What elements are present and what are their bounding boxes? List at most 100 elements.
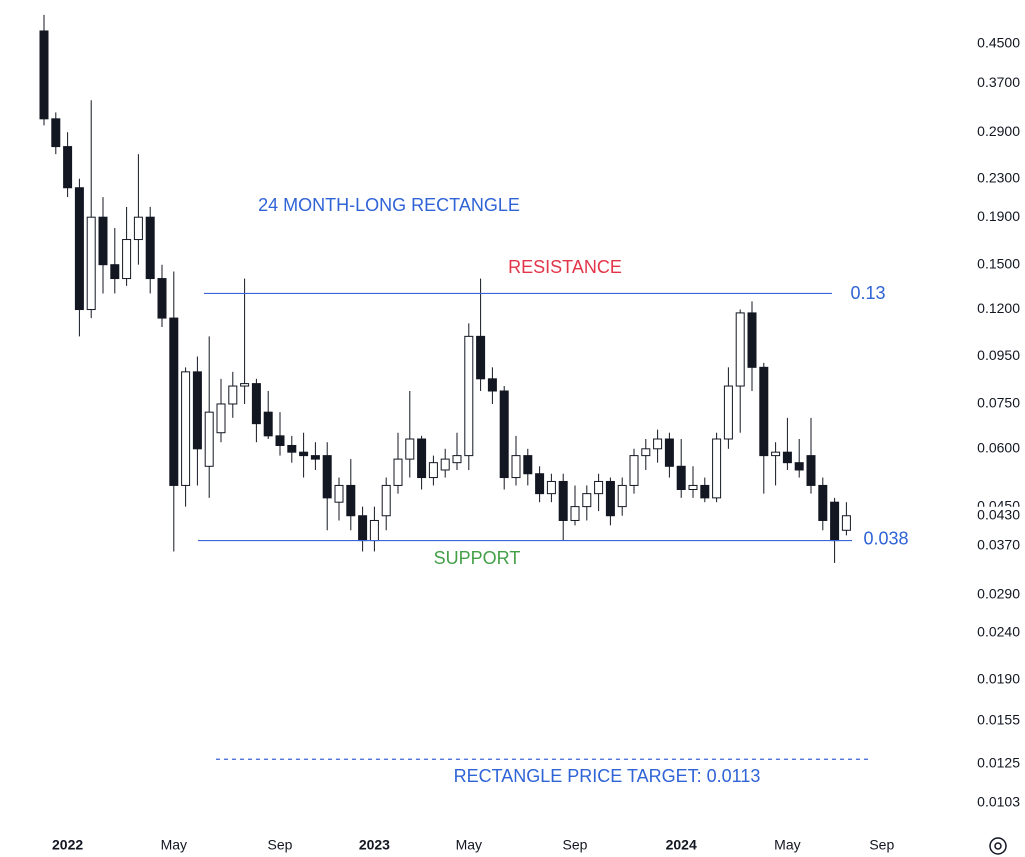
candle-body [723,385,733,440]
x-tick-label: Sep [563,837,588,853]
candle-body [641,448,651,457]
candle-body [322,455,332,499]
candle-body [523,455,533,475]
y-tick-label: 0.0750 [977,395,1020,411]
x-tick-label: May [774,837,800,853]
candle-body [676,465,686,490]
candle-body [546,480,556,495]
candle-body [617,484,627,508]
candle-body [594,480,604,495]
candle-body [558,480,568,521]
last-price-label: 0.0430 [977,506,1020,522]
candle-body [204,411,214,467]
candle-body [735,312,745,387]
candle-body [771,451,781,457]
y-tick-label: 0.2900 [977,123,1020,139]
y-tick-label: 0.0240 [977,624,1020,640]
x-tick-label: Sep [268,837,293,853]
annotation-support: SUPPORT [434,548,521,568]
x-tick-label: Sep [869,837,894,853]
candle-body [133,216,143,241]
candle-body [299,451,309,457]
candle-body [39,30,49,120]
candle-body [228,385,238,405]
candle-body [51,118,61,148]
candle-body [240,383,250,387]
candle-body [98,216,108,266]
candle-body [275,435,285,446]
x-tick-label: May [161,837,187,853]
y-tick-label: 0.1500 [977,255,1020,271]
candle-body [181,371,191,486]
candle-body [440,458,450,471]
candle-body [169,317,179,486]
candle-body [417,438,427,479]
candle-body [251,383,261,425]
y-tick-label: 0.0155 [977,711,1020,727]
candle-body [653,438,663,450]
candle-body [86,216,96,311]
candle-body [334,484,344,503]
candle-body [499,390,509,479]
annotation-title: 24 MONTH-LONG RECTANGLE [258,195,520,215]
candle-body [393,458,403,486]
candle-body [381,484,391,517]
candle-body [747,312,757,368]
last-price-box [968,506,1024,525]
candle-body [369,519,379,542]
candle-body [192,371,202,450]
candle-body [358,515,368,542]
candle-body [263,411,273,437]
candle-body [782,451,792,464]
candle-body [428,462,438,479]
candle-body [582,493,592,508]
candle-body [464,335,474,457]
candle-body [841,515,851,531]
y-tick-label: 0.0125 [977,755,1020,771]
y-tick-label: 0.0370 [977,537,1020,553]
support-label: 0.038 [863,528,908,548]
y-tick-label: 0.0190 [977,671,1020,687]
resistance-label: 0.13 [850,283,885,303]
y-tick-label: 0.4500 [977,35,1020,51]
candle-body [310,455,320,460]
candle-body [759,366,769,457]
candle-body [63,146,73,189]
candle-body [145,216,155,280]
candle-body [110,264,120,280]
annotation-target: RECTANGLE PRICE TARGET: 0.0113 [454,766,761,786]
candle-body [476,335,486,380]
candle-body [346,484,356,517]
candle-body [216,403,226,434]
candle-body [122,239,132,280]
candle-body [700,484,710,499]
y-tick-label: 0.0600 [977,440,1020,456]
candle-body [405,438,415,460]
candle-body [157,278,167,319]
x-tick-label: 2023 [359,837,390,853]
candle-body [535,473,545,495]
y-tick-label: 0.1900 [977,208,1020,224]
y-tick-label: 0.3700 [977,74,1020,90]
annotation-resistance: RESISTANCE [508,257,622,277]
candle-body [570,506,580,521]
y-tick-label: 0.0950 [977,347,1020,363]
candle-body [629,455,639,486]
candle-body [287,444,297,453]
candle-body [664,438,674,467]
candle-body [511,455,521,479]
settings-icon[interactable] [989,837,1007,855]
candle-body [794,462,804,471]
y-tick-label: 0.1200 [977,300,1020,316]
candle-body [688,484,698,490]
candle-body [452,455,462,464]
y-tick-label: 0.0290 [977,586,1020,602]
candle-body [74,187,84,311]
candle-body [818,484,828,521]
candle-body [806,455,816,486]
x-tick-label: 2024 [666,837,697,853]
x-tick-label: 2022 [52,837,83,853]
x-tick-label: May [456,837,482,853]
